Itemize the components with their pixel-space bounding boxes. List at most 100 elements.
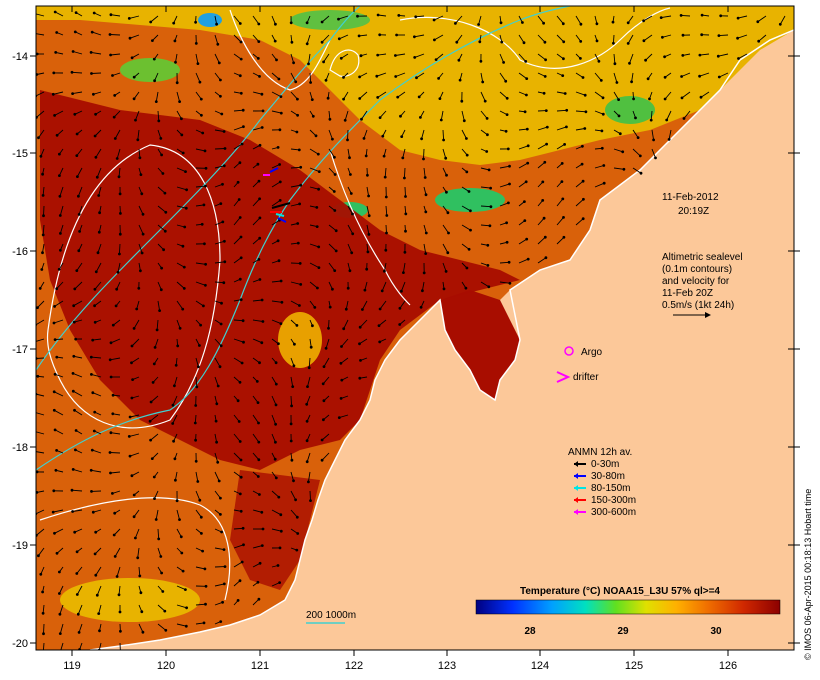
velocity-arrow-head: [118, 192, 122, 196]
velocity-arrow-head: [72, 304, 76, 308]
velocity-arrow-head: [157, 119, 161, 123]
velocity-arrow: [575, 218, 584, 226]
velocity-arrow: [214, 338, 222, 347]
velocity-arrow-head: [505, 240, 509, 244]
velocity-arrow: [110, 53, 121, 56]
velocity-arrow-head: [317, 187, 320, 191]
velocity-arrow-head: [505, 113, 509, 116]
velocity-arrow-head: [182, 287, 186, 290]
velocity-arrow-head: [413, 56, 417, 59]
velocity-arrow-head: [172, 21, 176, 25]
velocity-arrow: [404, 186, 406, 197]
velocity-arrow-head: [305, 419, 309, 423]
sea-cool-southwest: [60, 578, 200, 622]
velocity-arrow: [172, 414, 178, 424]
velocity-arrow: [176, 604, 187, 609]
velocity-arrow-head: [255, 380, 259, 383]
velocity-arrow: [195, 357, 199, 367]
velocity-arrow-head: [434, 58, 438, 61]
velocity-arrow-head: [292, 364, 296, 368]
velocity-arrow: [73, 300, 83, 307]
velocity-arrow: [271, 200, 281, 207]
velocity-arrow-head: [204, 262, 208, 266]
velocity-arrow: [113, 110, 121, 118]
velocity-arrow-head: [59, 248, 62, 252]
velocity-arrow-head: [500, 40, 504, 44]
velocity-arrow-head: [298, 262, 302, 265]
argo-label: Argo: [581, 347, 603, 358]
velocity-arrow-head: [238, 579, 242, 583]
velocity-arrow: [537, 126, 548, 131]
velocity-arrow-head: [681, 33, 685, 37]
velocity-arrow-head: [40, 268, 44, 271]
velocity-arrow-head: [309, 345, 313, 349]
velocity-arrow: [233, 15, 241, 24]
velocity-arrow-head: [41, 233, 45, 237]
anmn-depth-label: 150-300m: [591, 495, 636, 506]
velocity-arrow-head: [203, 149, 207, 153]
velocity-arrow-head: [134, 118, 137, 122]
velocity-arrow-head: [363, 288, 367, 292]
velocity-arrow-head: [543, 75, 547, 78]
velocity-arrow: [376, 72, 387, 77]
velocity-arrow: [157, 623, 167, 631]
velocity-arrow-head: [278, 199, 282, 202]
velocity-arrow: [271, 110, 282, 114]
velocity-arrow: [157, 224, 166, 232]
velocity-arrow-head: [178, 326, 182, 330]
velocity-arrow-head: [218, 365, 222, 369]
velocity-arrow-head: [489, 186, 492, 190]
velocity-arrow: [377, 91, 387, 98]
velocity-arrow: [442, 224, 449, 234]
velocity-arrow-head: [367, 233, 371, 236]
x-tick-label: 124: [531, 660, 549, 672]
velocity-arrow-head: [322, 365, 326, 368]
velocity-arrow-head: [642, 19, 645, 23]
velocity-arrow-head: [138, 574, 142, 578]
velocity-arrow: [343, 319, 349, 329]
x-tick-label: 121: [251, 660, 269, 672]
velocity-arrow-head: [111, 323, 115, 327]
velocity-arrow-head: [113, 94, 117, 97]
cool-patch: [605, 96, 655, 124]
velocity-arrow-head: [237, 420, 241, 423]
velocity-arrow-head: [296, 241, 300, 245]
velocity-arrow-head: [141, 630, 145, 634]
velocity-arrow: [76, 585, 83, 595]
velocity-arrow: [347, 205, 353, 215]
velocity-arrow-head: [258, 236, 262, 240]
velocity-arrow: [252, 338, 262, 344]
velocity-arrow-head: [273, 39, 277, 43]
anmn-arrowhead-icon: [574, 509, 578, 515]
velocity-arrow-head: [525, 93, 528, 97]
velocity-arrow-head: [293, 342, 296, 346]
velocity-arrow-head: [174, 478, 177, 482]
velocity-arrow-head: [334, 229, 338, 233]
velocity-arrow: [480, 186, 491, 189]
velocity-arrow: [252, 127, 263, 131]
velocity-arrow: [339, 34, 349, 40]
velocity-arrow-head: [194, 459, 198, 463]
anmn-depth-label: 80-150m: [591, 483, 630, 494]
velocity-arrow: [53, 91, 64, 95]
velocity-arrow-head: [317, 170, 321, 174]
velocity-arrow: [290, 471, 294, 481]
velocity-arrow-head: [274, 422, 277, 426]
velocity-arrow-head: [91, 510, 95, 514]
colorbar-title: Temperature (°C) NOAA15_L3U 57% ql>=4: [520, 586, 720, 597]
velocity-arrow: [60, 642, 64, 650]
velocity-arrow-head: [274, 382, 278, 386]
velocity-arrow-head: [53, 10, 57, 14]
velocity-arrow: [434, 34, 444, 41]
velocity-arrow: [118, 243, 121, 255]
velocity-arrow-head: [217, 479, 221, 483]
velocity-arrow-head: [90, 30, 94, 34]
velocity-arrow: [195, 300, 204, 307]
velocity-arrow: [195, 148, 206, 152]
velocity-arrow: [252, 180, 260, 188]
velocity-arrow: [252, 91, 263, 95]
velocity-arrow: [214, 376, 219, 387]
velocity-arrow: [95, 148, 102, 158]
velocity-arrow-head: [116, 270, 120, 274]
velocity-arrow: [134, 528, 140, 539]
